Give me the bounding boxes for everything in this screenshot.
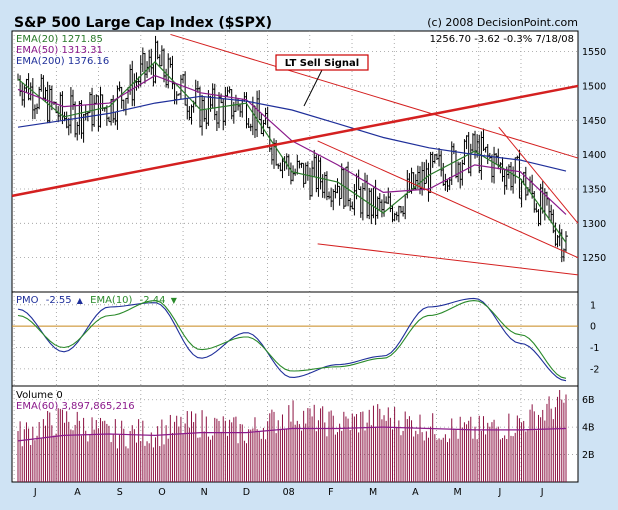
x-tick-label: O bbox=[158, 487, 165, 498]
pmo-y-axis: 1 0 -1 -2 bbox=[590, 300, 599, 375]
ema-line-ema20 bbox=[17, 61, 567, 243]
x-tick-label: F bbox=[328, 487, 333, 498]
ema-line-ema200 bbox=[17, 95, 567, 172]
legend-ema200: EMA(200) 1376.16 bbox=[16, 56, 109, 67]
price-ytick-label: 1450 bbox=[582, 116, 606, 127]
pmo-ema-value: -2.44 bbox=[140, 295, 166, 306]
price-ytick-label: 1400 bbox=[582, 150, 606, 161]
pmo-grid bbox=[12, 292, 578, 386]
volume-ytick-label: 6B bbox=[582, 395, 595, 406]
x-tick-label: A bbox=[74, 487, 81, 498]
x-tick-label: S bbox=[117, 487, 123, 498]
x-tick-label: M bbox=[369, 487, 377, 498]
trendline bbox=[317, 243, 579, 276]
source-credit: (c) 2008 DecisionPoint.com bbox=[427, 16, 578, 29]
legend-ema20: EMA(20) 1271.85 bbox=[16, 34, 103, 45]
trendline bbox=[317, 140, 579, 259]
volume-ema-line bbox=[17, 426, 567, 442]
pmo-panel bbox=[11, 291, 579, 387]
pmo-ema-label: EMA(10) bbox=[90, 295, 132, 306]
pmo-ema-down-arrow-icon: ▼ bbox=[171, 296, 178, 305]
pmo-label: PMO bbox=[16, 295, 39, 306]
trendlines bbox=[11, 33, 579, 276]
pmo-lines bbox=[17, 297, 567, 382]
pmo-ytick-label: 0 bbox=[590, 322, 596, 333]
price-panel bbox=[11, 30, 579, 293]
pmo-value: -2.55 bbox=[46, 295, 72, 306]
price-y-axis: 1550 1500 1450 1400 1350 1300 1250 bbox=[582, 47, 606, 264]
price-ytick-label: 1300 bbox=[582, 219, 606, 230]
x-tick-label: 08 bbox=[283, 487, 295, 498]
price-ytick-label: 1350 bbox=[582, 184, 606, 195]
x-tick-label: A bbox=[412, 487, 419, 498]
x-axis: J A S O N D 08 F M A M J J bbox=[33, 487, 544, 498]
callout-box bbox=[275, 54, 369, 71]
x-tick-label: J bbox=[497, 487, 501, 498]
trendline bbox=[170, 33, 579, 159]
volume-ema-label: EMA(60) 3,897,865,216 bbox=[16, 401, 135, 412]
price-quote: 1256.70 -3.62 -0.3% 7/18/08 bbox=[430, 34, 574, 45]
volume-ema-line bbox=[17, 426, 567, 442]
pmo-legend: PMO -2.55 ▲ EMA(10) -2.44 ▼ bbox=[16, 295, 178, 306]
volume-ytick-label: 4B bbox=[582, 423, 595, 434]
pmo-ytick-label: -1 bbox=[590, 343, 599, 354]
chart-title: S&P 500 Large Cap Index ($SPX) bbox=[14, 15, 272, 31]
volume-bars bbox=[17, 390, 567, 482]
volume-y-axis: 6B 4B 2B bbox=[582, 395, 595, 461]
pmo-line bbox=[17, 297, 567, 382]
x-tick-label: N bbox=[201, 487, 208, 498]
price-ytick-label: 1250 bbox=[582, 253, 606, 264]
volume-ytick-label: 2B bbox=[582, 450, 595, 461]
x-tick-label: J bbox=[33, 487, 37, 498]
x-tick-label: M bbox=[454, 487, 462, 498]
pmo-ytick-label: 1 bbox=[590, 300, 596, 311]
x-tick-label: J bbox=[540, 487, 544, 498]
pmo-up-arrow-icon: ▲ bbox=[77, 296, 84, 305]
pmo-ema-line bbox=[17, 300, 567, 379]
legend-ema50: EMA(50) 1313.31 bbox=[16, 45, 103, 56]
callout-pointer bbox=[303, 69, 323, 107]
price-ytick-label: 1500 bbox=[582, 81, 606, 92]
trendline bbox=[498, 126, 579, 224]
pmo-ytick-label: -2 bbox=[590, 364, 599, 375]
x-tick-label: D bbox=[243, 487, 250, 498]
price-ytick-label: 1550 bbox=[582, 47, 606, 58]
trendline bbox=[11, 84, 579, 198]
lt-sell-signal-callout: LT Sell Signal bbox=[285, 58, 359, 69]
volume-label: Volume 0 bbox=[16, 390, 63, 401]
